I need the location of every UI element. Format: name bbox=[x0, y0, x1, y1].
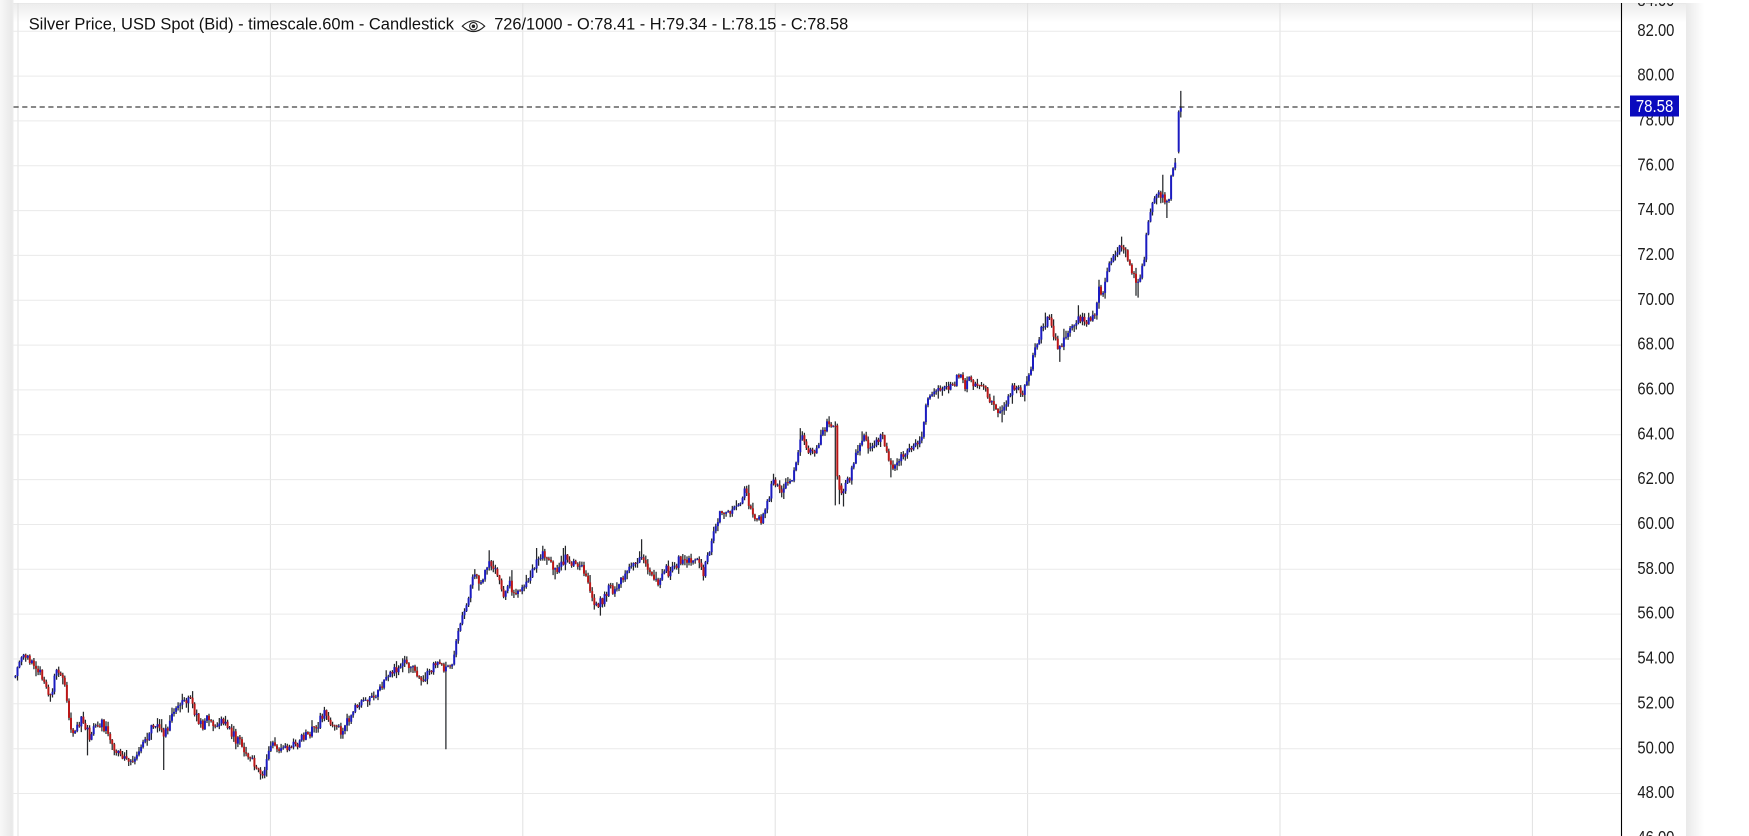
svg-text:54.00: 54.00 bbox=[1637, 648, 1674, 668]
svg-text:72.00: 72.00 bbox=[1637, 244, 1674, 264]
svg-text:76.00: 76.00 bbox=[1637, 154, 1674, 174]
svg-text:82.00: 82.00 bbox=[1637, 20, 1674, 40]
svg-text:726/1000 - O:78.41 - H:79.34 -: 726/1000 - O:78.41 - H:79.34 - L:78.15 -… bbox=[494, 16, 848, 34]
svg-text:46.00: 46.00 bbox=[1637, 827, 1674, 836]
svg-text:66.00: 66.00 bbox=[1637, 379, 1674, 399]
svg-text:62.00: 62.00 bbox=[1637, 468, 1674, 488]
svg-text:64.00: 64.00 bbox=[1637, 423, 1674, 443]
svg-text:52.00: 52.00 bbox=[1637, 692, 1674, 712]
svg-text:80.00: 80.00 bbox=[1637, 65, 1674, 85]
svg-text:78.58: 78.58 bbox=[1636, 96, 1674, 116]
svg-text:50.00: 50.00 bbox=[1637, 737, 1674, 757]
svg-text:84.00: 84.00 bbox=[1637, 0, 1674, 10]
svg-text:68.00: 68.00 bbox=[1637, 334, 1674, 354]
svg-text:58.00: 58.00 bbox=[1637, 558, 1674, 578]
svg-text:48.00: 48.00 bbox=[1637, 782, 1674, 802]
svg-text:Silver Price, USD Spot (Bid) -: Silver Price, USD Spot (Bid) - timescale… bbox=[29, 16, 455, 34]
svg-text:56.00: 56.00 bbox=[1637, 603, 1674, 623]
svg-text:74.00: 74.00 bbox=[1637, 199, 1674, 219]
svg-text:60.00: 60.00 bbox=[1637, 513, 1674, 533]
svg-text:70.00: 70.00 bbox=[1637, 289, 1674, 309]
